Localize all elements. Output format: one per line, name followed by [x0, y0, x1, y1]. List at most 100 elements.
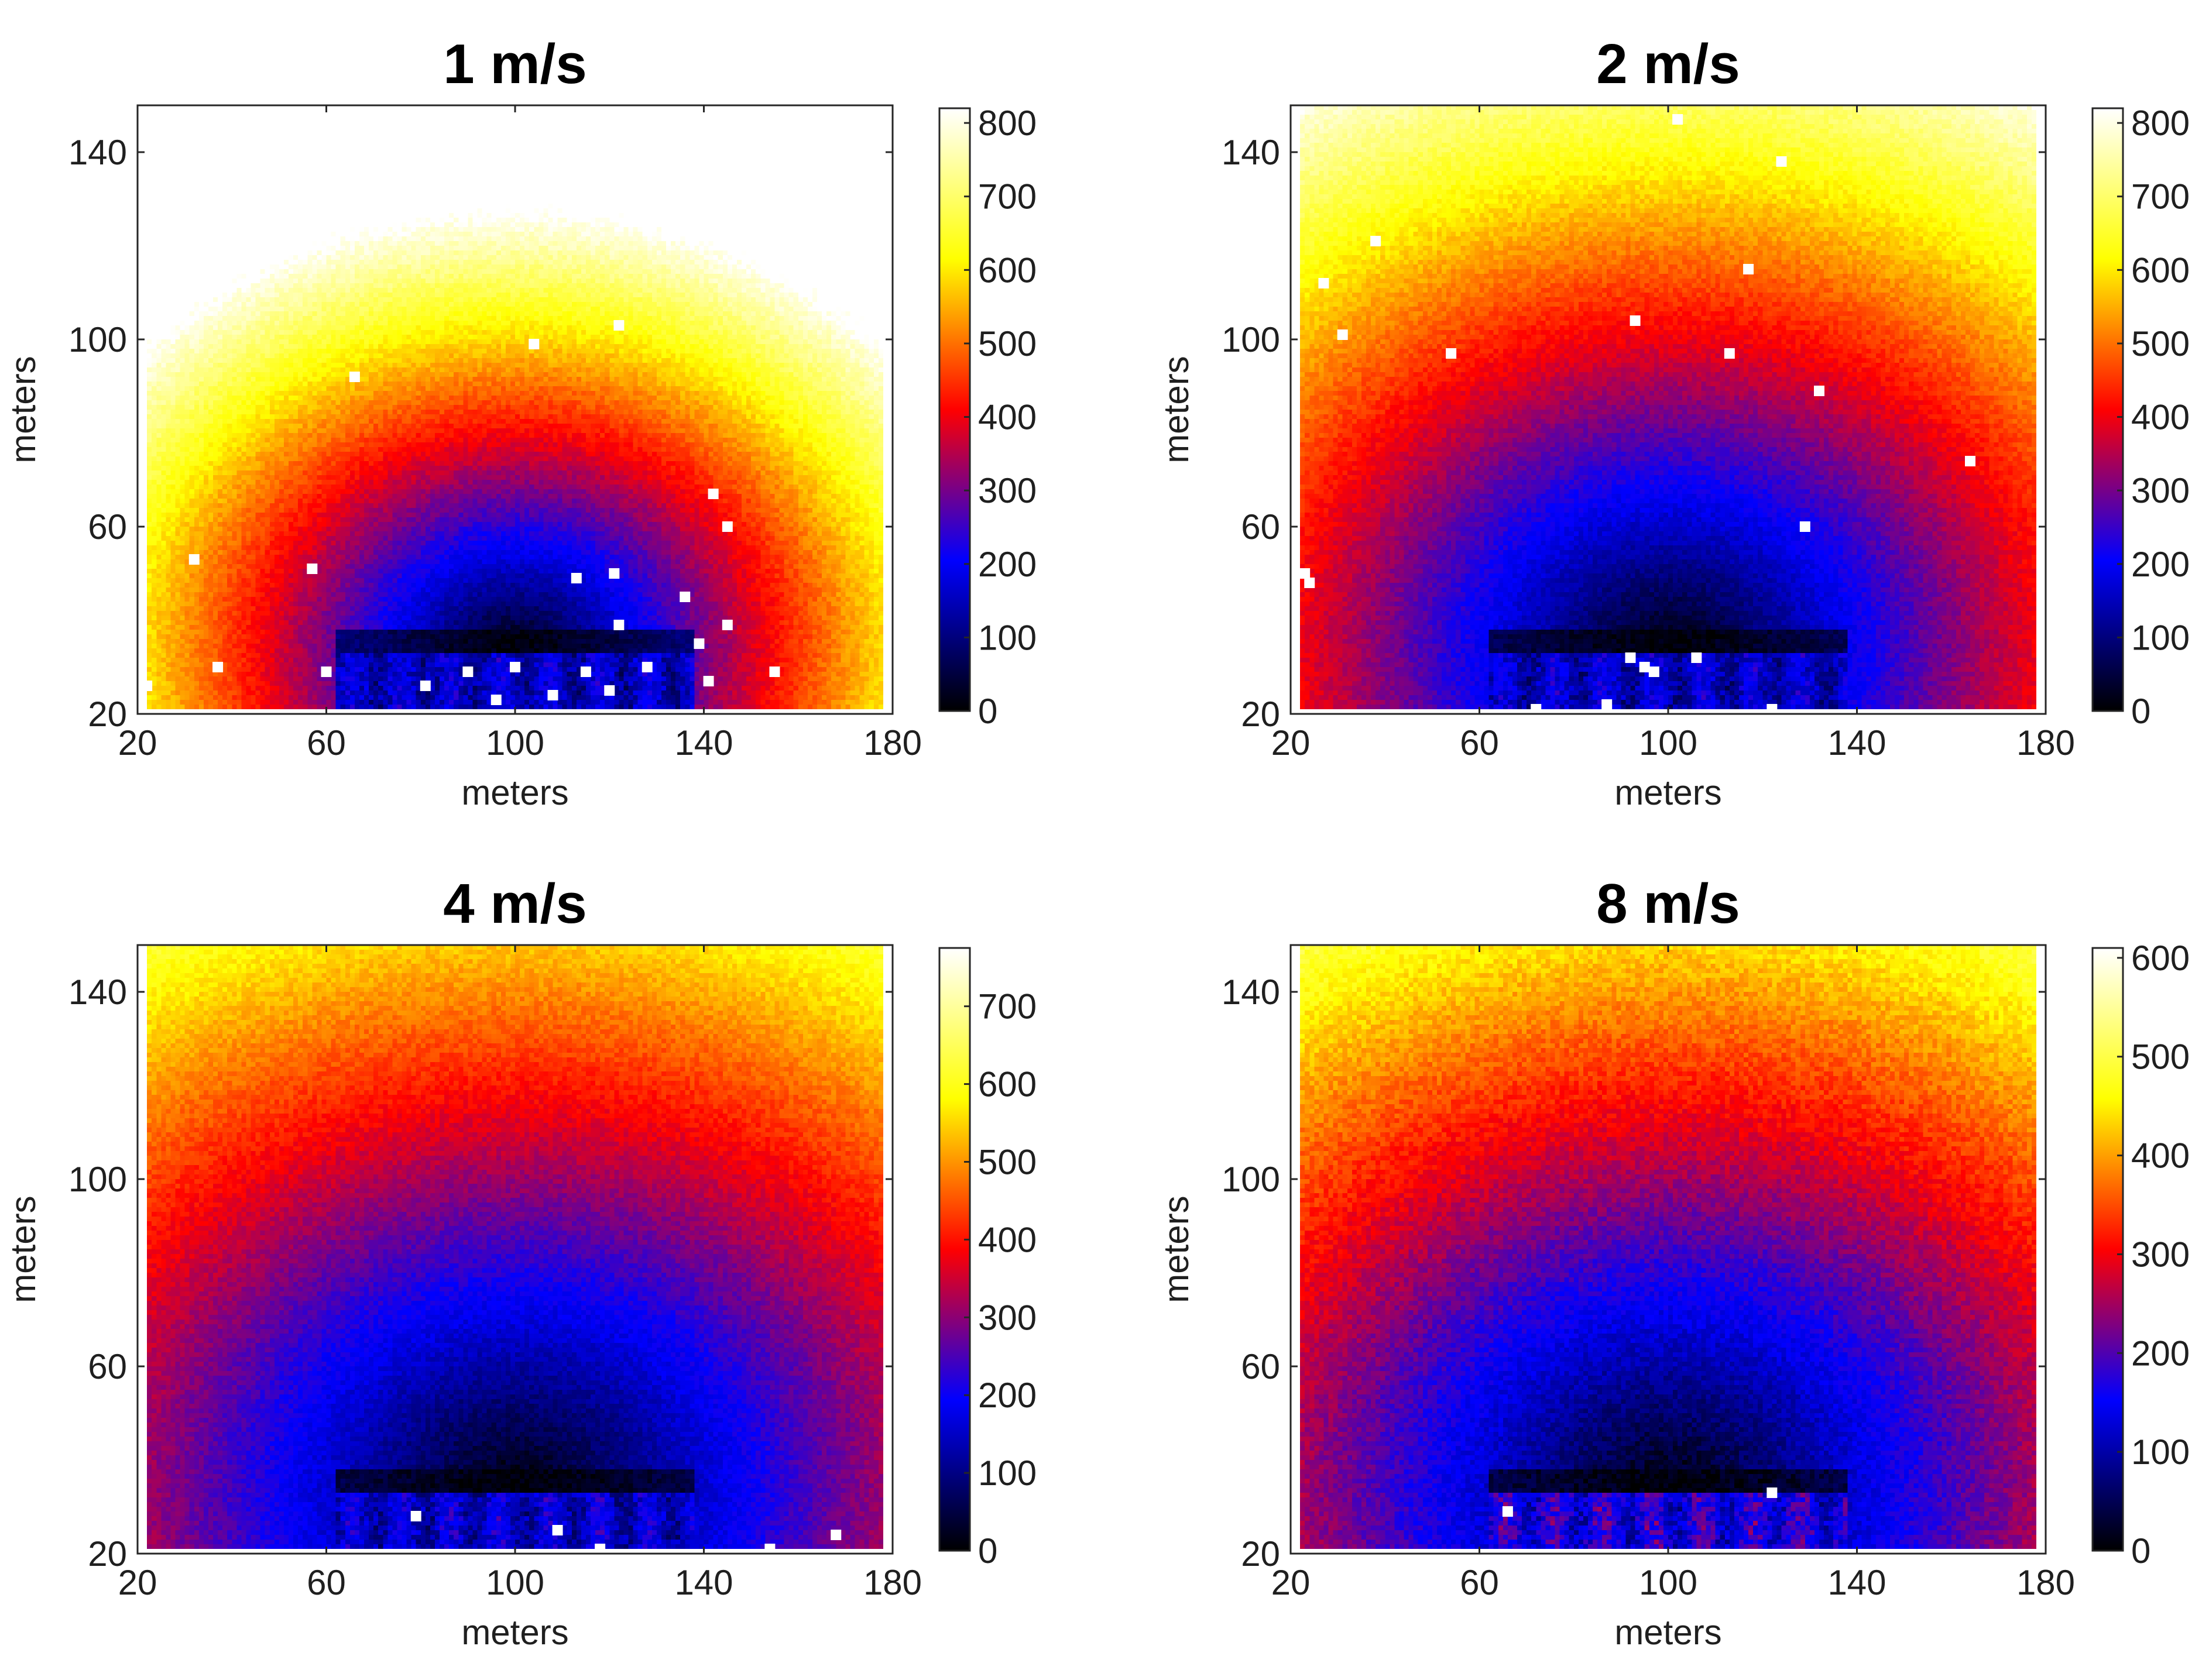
void-marker	[613, 320, 625, 331]
colorbar-tick-label: 200	[2131, 1334, 2190, 1373]
void-marker	[708, 489, 719, 499]
colorbar-tick-label: 400	[978, 398, 1037, 437]
y-tick-label: 140	[68, 973, 127, 1012]
void-marker	[1625, 652, 1636, 663]
colorbar-tick-label: 600	[2131, 250, 2190, 290]
y-axis-label: meters	[1157, 356, 1196, 463]
x-tick-label: 20	[1271, 1563, 1311, 1602]
void-marker	[510, 662, 520, 672]
void-marker	[1630, 315, 1641, 326]
void-marker	[609, 568, 620, 579]
void-marker	[529, 339, 540, 349]
colorbar-tick-label: 0	[978, 1531, 997, 1571]
colorbar-tick-label: 500	[2131, 1037, 2190, 1077]
x-tick-label: 180	[863, 723, 922, 762]
colorbar-tick-label: 100	[978, 1454, 1037, 1493]
y-tick-label: 100	[68, 320, 127, 359]
void-marker	[703, 676, 714, 686]
x-tick-label: 180	[2016, 1563, 2075, 1602]
void-marker	[1814, 386, 1824, 396]
subplot-title: 4 m/s	[443, 872, 586, 935]
x-axis-label: meters	[461, 1613, 568, 1652]
void-marker	[410, 1511, 421, 1521]
subplot-title: 1 m/s	[443, 33, 586, 95]
void-marker	[595, 1544, 606, 1554]
colorbar-frame	[2091, 107, 2124, 712]
subplot-2: 20 60 100 140 180 20 60 100 140 2 m/s meters meters…	[1157, 33, 2190, 812]
void-marker	[1639, 662, 1650, 672]
void-marker	[490, 695, 502, 705]
x-tick-label: 60	[1460, 1563, 1499, 1602]
x-tick-label: 100	[1639, 723, 1697, 762]
y-tick-label: 100	[1222, 1160, 1280, 1199]
void-marker	[1648, 666, 1659, 677]
colorbar-tick-label: 400	[2131, 398, 2190, 437]
colorbar-tick-label: 100	[2131, 618, 2190, 657]
y-tick-label: 140	[68, 133, 127, 172]
colorbar-tick-label: 400	[2131, 1136, 2190, 1176]
colorbar	[2093, 948, 2123, 1551]
colorbar-frame	[938, 947, 971, 1552]
void-marker	[722, 620, 733, 630]
void-marker	[580, 666, 591, 677]
x-axis-label: meters	[1614, 1613, 1721, 1652]
void-marker	[1724, 348, 1735, 359]
void-marker	[349, 372, 360, 382]
subplot-1: 20 60 100 140 180 20 60 100 140 1 m/s meters meters…	[4, 33, 1037, 812]
colorbar-tick-label: 800	[978, 104, 1037, 143]
void-marker	[769, 666, 780, 677]
x-tick-label: 20	[1271, 723, 1311, 762]
colorbar-tick-label: 200	[978, 1376, 1037, 1415]
subplot-3: 20 60 100 140 180 20 60 100 140 4 m/s meters meters…	[4, 872, 1037, 1652]
colorbar-tick-label: 400	[978, 1220, 1037, 1259]
void-marker	[1370, 236, 1381, 246]
void-marker	[1965, 456, 1975, 466]
y-tick-label: 20	[88, 1534, 127, 1574]
x-tick-label: 60	[307, 723, 346, 762]
void-marker	[1799, 521, 1810, 532]
colorbar-tick-label: 0	[2131, 1531, 2150, 1571]
x-axis-label: meters	[461, 773, 568, 812]
y-tick-label: 100	[68, 1160, 127, 1199]
void-marker	[307, 564, 318, 574]
y-tick-label: 60	[88, 1347, 127, 1386]
x-tick-label: 100	[486, 1563, 544, 1602]
void-marker	[1337, 329, 1348, 340]
subplot-title: 2 m/s	[1596, 33, 1740, 95]
void-marker	[142, 681, 153, 691]
subplot-title: 8 m/s	[1596, 872, 1740, 935]
void-marker	[1776, 156, 1787, 167]
colorbar-tick-label: 700	[978, 987, 1037, 1026]
y-tick-label: 60	[1241, 507, 1280, 547]
y-axis-label: meters	[4, 356, 43, 463]
void-marker	[420, 681, 431, 691]
x-tick-label: 60	[307, 1563, 346, 1602]
subplot-4: 20 60 100 140 180 20 60 100 140 8 m/s meters meters…	[1157, 872, 2190, 1652]
x-tick-label: 100	[486, 723, 544, 762]
void-marker	[1691, 652, 1702, 663]
y-tick-label: 20	[1241, 1534, 1280, 1574]
heatmap-image	[138, 945, 893, 1554]
x-tick-label: 180	[863, 1563, 922, 1602]
colorbar-tick-label: 500	[2131, 324, 2190, 363]
void-marker	[1446, 348, 1457, 359]
void-marker	[571, 573, 582, 583]
x-tick-label: 20	[118, 1563, 157, 1602]
void-marker	[1743, 264, 1754, 274]
y-tick-label: 140	[1222, 973, 1280, 1012]
y-axis-label: meters	[1157, 1195, 1196, 1303]
y-tick-label: 60	[1241, 1347, 1280, 1386]
colorbar-tick-label: 300	[2131, 471, 2190, 510]
void-marker	[1299, 568, 1311, 579]
void-marker	[188, 554, 200, 565]
void-marker	[1304, 578, 1315, 588]
x-tick-label: 140	[674, 723, 733, 762]
void-marker	[1531, 704, 1542, 714]
x-tick-label: 140	[1827, 1563, 1886, 1602]
colorbar-frame	[2091, 947, 2124, 1552]
colorbar-tick-label: 600	[2131, 939, 2190, 978]
colorbar-frame	[938, 107, 971, 712]
void-marker	[1766, 704, 1778, 714]
void-marker	[462, 666, 474, 677]
